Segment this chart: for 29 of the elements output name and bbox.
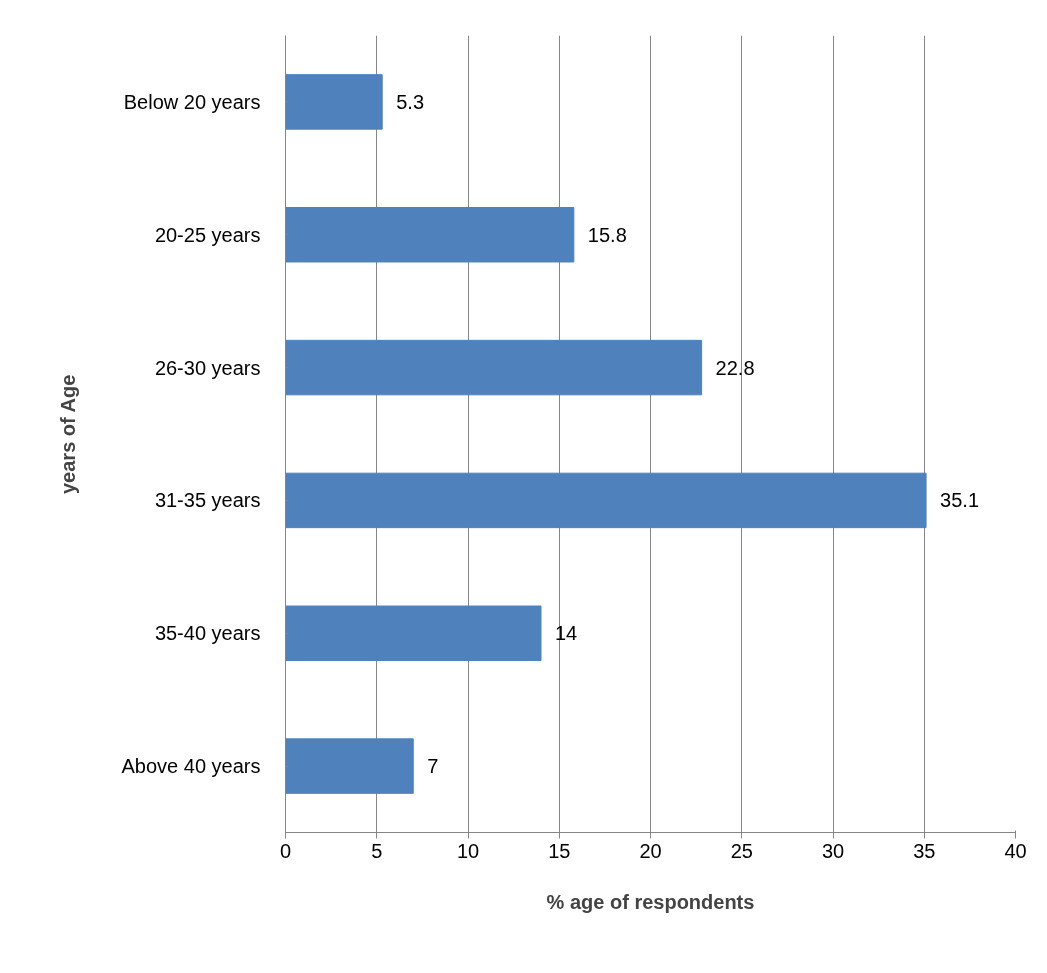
- bar: [285, 605, 542, 661]
- y-tick-label: 20-25 years: [154, 223, 261, 246]
- data-label: 35.1: [940, 489, 980, 512]
- x-tick-label: 25: [730, 839, 753, 862]
- y-tick-label: Below 20 years: [123, 90, 261, 113]
- x-tick-label: 40: [1004, 839, 1027, 862]
- bar: [285, 738, 414, 794]
- bar: [285, 74, 383, 130]
- data-label: 7: [427, 755, 439, 778]
- x-tick-label: 20: [639, 839, 662, 862]
- data-label: 15.8: [587, 223, 627, 246]
- x-tick-label: 10: [456, 839, 480, 862]
- x-tick-label: 30: [821, 839, 845, 862]
- y-tick-label: 31-35 years: [154, 489, 261, 512]
- bar: [285, 339, 703, 396]
- data-label: 5.3: [396, 90, 425, 113]
- y-tick-label: 35-40 years: [154, 622, 261, 645]
- x-tick-label: 5: [371, 839, 383, 862]
- y-axis-title: years of Age: [56, 374, 79, 495]
- x-tick-label: 35: [913, 839, 936, 862]
- y-tick-label: 26-30 years: [154, 356, 261, 379]
- x-axis-title: % age of respondents: [546, 890, 755, 913]
- bar: [285, 472, 927, 529]
- bar: [285, 207, 575, 263]
- y-tick-label: Above 40 years: [121, 755, 261, 778]
- data-label: 22.8: [715, 356, 755, 379]
- x-tick-label: 15: [548, 839, 571, 862]
- data-label: 14: [555, 622, 578, 645]
- x-tick-label: 0: [279, 839, 292, 862]
